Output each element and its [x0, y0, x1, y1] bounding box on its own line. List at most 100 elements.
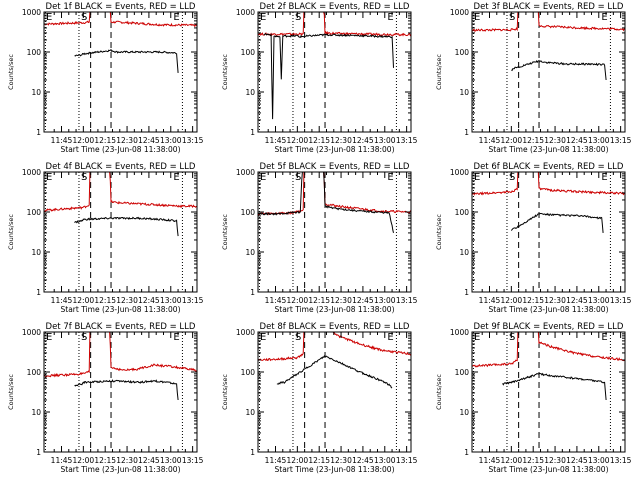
x-tick-label: 12:00 — [73, 296, 95, 305]
x-tick-label: 13:15 — [610, 136, 632, 145]
y-tick-label: 1000 — [22, 328, 41, 337]
x-tick-label: 13:00 — [374, 296, 396, 305]
panel-title: Det 9f BLACK = Events, RED = LLD — [474, 322, 624, 332]
x-tick-label: 13:15 — [396, 136, 418, 145]
lld-series-line — [44, 332, 197, 378]
events-series-line — [511, 59, 607, 81]
y-tick-label: 100 — [27, 48, 42, 57]
plot-frame — [471, 11, 626, 133]
x-tick-label: 11:45 — [51, 136, 73, 145]
plot-frame — [43, 331, 198, 453]
start-marker-label: S — [81, 172, 87, 183]
lld-series-line — [258, 332, 411, 362]
y-tick-label: 1000 — [450, 328, 469, 337]
y-tick-label: 10 — [245, 88, 255, 97]
plot-area — [258, 172, 411, 292]
x-tick-label: 13:15 — [182, 136, 204, 145]
end-marker-label: E — [474, 172, 480, 183]
y-tick-label: 10 — [245, 248, 255, 257]
events-series-line — [510, 212, 604, 233]
x-tick-label: 12:00 — [287, 296, 309, 305]
x-tick-label: 12:15 — [522, 296, 544, 305]
x-axis-label: Start Time (23-Jun-08 11:38:00) — [275, 145, 395, 154]
x-tick-label: 11:45 — [479, 456, 501, 465]
y-tick-label: 1 — [36, 448, 41, 457]
y-tick-label: 1 — [464, 288, 469, 297]
x-tick-label: 12:00 — [287, 136, 309, 145]
x-tick-label: 12:30 — [330, 136, 352, 145]
end-marker-label: E — [601, 332, 607, 343]
y-axis-label: Counts/sec — [7, 214, 15, 250]
x-tick-label: 12:45 — [566, 296, 588, 305]
y-tick-label: 1000 — [450, 8, 469, 17]
y-tick-label: 10 — [31, 248, 41, 257]
start-marker-label: S — [81, 12, 87, 23]
y-tick-label: 10 — [459, 88, 469, 97]
y-axis-label: Counts/sec — [435, 214, 443, 250]
events-series-line — [502, 372, 607, 401]
panel-title: Det 4f BLACK = Events, RED = LLD — [46, 162, 196, 172]
y-tick-label: 1000 — [450, 168, 469, 177]
x-axis-label: Start Time (23-Jun-08 11:38:00) — [489, 305, 609, 314]
y-tick-label: 100 — [455, 208, 470, 217]
x-tick-label: 12:15 — [308, 136, 330, 145]
y-tick-label: 100 — [27, 208, 42, 217]
x-tick-label: 12:00 — [501, 456, 523, 465]
y-tick-label: 1 — [36, 128, 41, 137]
plot-frame — [257, 11, 412, 133]
x-tick-label: 13:15 — [396, 456, 418, 465]
x-tick-label: 13:00 — [374, 136, 396, 145]
y-tick-label: 100 — [27, 368, 42, 377]
x-tick-label: 12:30 — [330, 456, 352, 465]
panel-title: Det 3f BLACK = Events, RED = LLD — [474, 2, 624, 12]
x-axis-label: Start Time (23-Jun-08 11:38:00) — [61, 305, 181, 314]
x-tick-label: 12:45 — [138, 136, 160, 145]
y-tick-label: 1000 — [22, 168, 41, 177]
y-tick-label: 1000 — [236, 328, 255, 337]
panel-title: Det 5f BLACK = Events, RED = LLD — [260, 162, 410, 172]
y-axis-label: Counts/sec — [435, 54, 443, 90]
end-marker-label: E — [46, 332, 52, 343]
x-tick-label: 13:15 — [182, 296, 204, 305]
x-tick-label: 13:15 — [182, 456, 204, 465]
x-tick-label: 12:45 — [352, 136, 374, 145]
end-marker-label: E — [601, 172, 607, 183]
x-tick-label: 12:30 — [116, 296, 138, 305]
x-axis-label: Start Time (23-Jun-08 11:38:00) — [275, 465, 395, 474]
start-marker-label: S — [509, 332, 515, 343]
plot-frame — [471, 331, 626, 453]
plot-area — [44, 12, 197, 132]
y-tick-label: 10 — [459, 248, 469, 257]
end-marker-label: E — [173, 332, 179, 343]
x-tick-label: 12:45 — [138, 456, 160, 465]
end-marker-label: E — [260, 12, 266, 23]
x-tick-label: 12:15 — [94, 136, 116, 145]
x-tick-label: 12:45 — [352, 456, 374, 465]
x-tick-label: 11:45 — [265, 296, 287, 305]
x-tick-label: 13:00 — [588, 296, 610, 305]
plot-frame — [43, 171, 198, 293]
x-tick-label: 12:30 — [330, 296, 352, 305]
panel-title: Det 7f BLACK = Events, RED = LLD — [46, 322, 196, 332]
x-tick-label: 11:45 — [265, 456, 287, 465]
y-tick-label: 1000 — [236, 8, 255, 17]
start-marker-label: S — [295, 172, 301, 183]
y-tick-label: 1 — [250, 288, 255, 297]
end-marker-label: E — [260, 172, 266, 183]
plot-area — [258, 332, 411, 452]
y-axis-label: Counts/sec — [221, 54, 229, 90]
events-series-line — [74, 216, 179, 237]
plot-area — [472, 172, 625, 292]
plot-frame — [471, 171, 626, 293]
x-tick-label: 13:00 — [374, 456, 396, 465]
x-tick-label: 13:15 — [396, 296, 418, 305]
y-tick-label: 1 — [36, 288, 41, 297]
x-axis-label: Start Time (23-Jun-08 11:38:00) — [61, 465, 181, 474]
y-tick-label: 1 — [464, 448, 469, 457]
x-tick-label: 12:00 — [73, 456, 95, 465]
